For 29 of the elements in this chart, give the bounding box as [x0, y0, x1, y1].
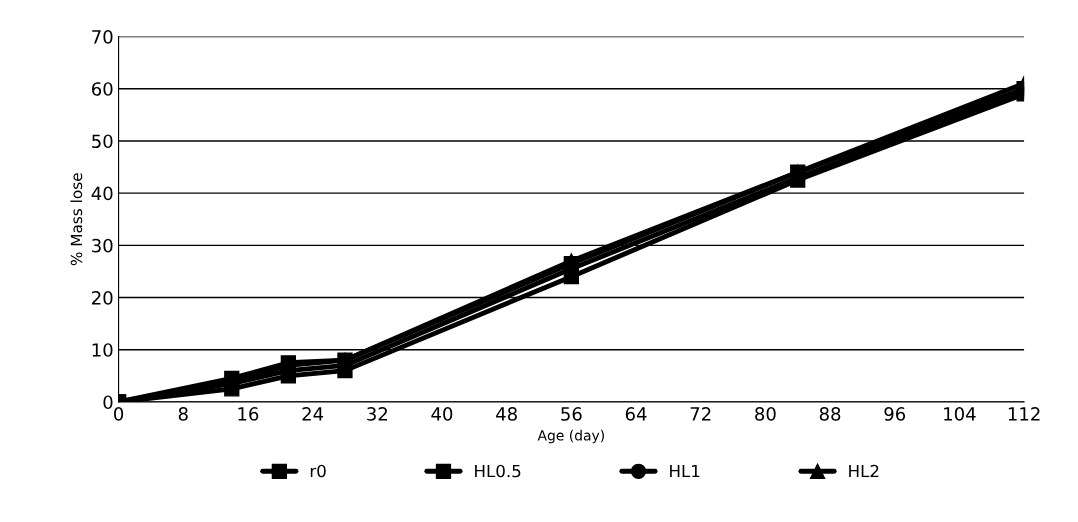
- x-tick-label: 16: [238, 407, 259, 421]
- legend-label: HL1: [670, 464, 700, 478]
- y-tick-label: 40: [91, 186, 113, 201]
- y-tick-label: 70: [92, 30, 113, 44]
- y-tick-label: 0: [103, 395, 113, 410]
- x-tick-label: 40: [431, 407, 453, 421]
- x-tick-label: 8: [178, 407, 188, 421]
- y-tick-label: 60: [92, 82, 113, 96]
- x-tick-label: 64: [625, 407, 647, 421]
- x-tick-label: 104: [944, 407, 976, 421]
- y-tick-label: 20: [92, 291, 113, 305]
- y-tick-label: 30: [92, 238, 113, 253]
- x-tick-label: 112: [1008, 407, 1040, 421]
- x-tick-label: 24: [302, 407, 324, 421]
- x-tick-label: 48: [496, 407, 517, 421]
- x-tick-label: 88: [819, 407, 841, 421]
- x-tick-label: 72: [690, 407, 711, 421]
- x-tick-label: 0: [114, 407, 124, 421]
- legend-label: r0: [310, 464, 326, 478]
- y-tick-label: 50: [92, 134, 113, 149]
- x-tick-label: 96: [884, 407, 906, 421]
- x-tick-label: 80: [755, 407, 776, 421]
- y-axis-title: % Mass lose: [70, 173, 83, 266]
- x-tick-label: 56: [561, 407, 582, 421]
- x-axis-title: Age (day): [537, 429, 604, 444]
- legend-label: HL2: [849, 464, 879, 478]
- x-tick-label: 32: [367, 407, 387, 421]
- y-tick-label: 10: [92, 343, 113, 357]
- legend-label: HL0.5: [475, 464, 521, 478]
